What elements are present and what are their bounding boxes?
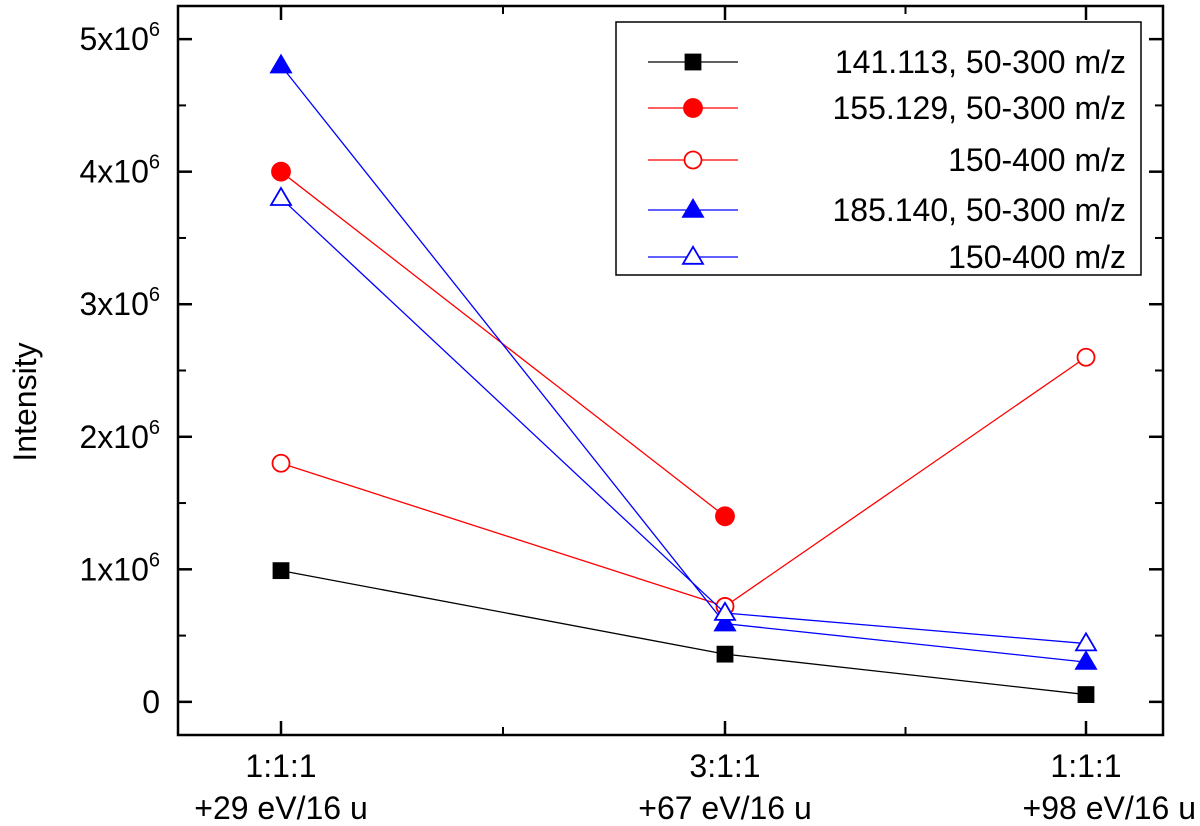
legend-marker bbox=[683, 150, 703, 170]
x-tick-labels: 1:1:1 +29 eV/16 u 3:1:1 +67 eV/16 u 1:1:1 +98… bbox=[194, 748, 1196, 826]
legend-marker bbox=[681, 245, 705, 265]
legend-box bbox=[615, 21, 1142, 276]
x-tick-label-ratio: 1:1:1 bbox=[245, 748, 316, 784]
y-tick-label: 3x106 bbox=[79, 284, 160, 322]
y-tick-label: 0 bbox=[142, 684, 160, 720]
legend-label: 155.129, 50-300 m/z bbox=[832, 90, 1126, 126]
series-5 bbox=[269, 186, 1098, 652]
data-point bbox=[272, 562, 290, 580]
x-tick-label-energy: +98 eV/16 u bbox=[1023, 790, 1196, 826]
data-point bbox=[271, 161, 291, 182]
legend-entry: 155.129, 50-300 m/z bbox=[648, 90, 1126, 126]
y-axis-label: Intensity bbox=[7, 342, 43, 461]
legend-entry: 185.140, 50-300 m/z bbox=[648, 192, 1126, 228]
legend-label: 150-400 m/z bbox=[948, 239, 1126, 275]
y-tick-labels: 0 1x106 2x106 3x106 4x106 5x106 bbox=[79, 19, 160, 720]
legend-marker bbox=[684, 53, 702, 71]
legend-label: 141.113, 50-300 m/z bbox=[835, 44, 1126, 80]
x-tick-label-energy: +67 eV/16 u bbox=[638, 790, 811, 826]
data-point bbox=[269, 186, 293, 206]
data-point bbox=[271, 453, 291, 473]
data-point bbox=[1077, 686, 1095, 703]
data-point bbox=[713, 601, 737, 621]
data-point bbox=[716, 645, 734, 663]
legend-marker bbox=[683, 98, 703, 118]
legend-entry: 150-400 m/z bbox=[648, 239, 1126, 275]
series-1 bbox=[272, 562, 1095, 703]
legend-label: 150-400 m/z bbox=[948, 142, 1126, 178]
y-tick-label: 1x106 bbox=[79, 549, 160, 587]
y-tick-label: 4x106 bbox=[79, 152, 160, 190]
data-point bbox=[1076, 347, 1096, 367]
legend-entry: 141.113, 50-300 m/z bbox=[648, 44, 1126, 80]
x-tick-label-ratio: 3:1:1 bbox=[689, 748, 760, 784]
legend-label: 185.140, 50-300 m/z bbox=[832, 192, 1126, 228]
series-layer bbox=[269, 53, 1098, 703]
x-tick-label-ratio: 1:1:1 bbox=[1050, 748, 1121, 784]
legend-entry: 150-400 m/z bbox=[648, 142, 1126, 178]
data-point bbox=[1074, 650, 1098, 670]
data-point bbox=[713, 611, 737, 632]
y-tick-label: 5x106 bbox=[79, 19, 160, 57]
legend-marker bbox=[681, 198, 705, 218]
data-point bbox=[1074, 631, 1098, 652]
series-4 bbox=[269, 53, 1098, 670]
plot-frame bbox=[176, 4, 1165, 737]
y-tick-label: 2x106 bbox=[79, 417, 160, 455]
x-tick-label-energy: +29 eV/16 u bbox=[194, 790, 367, 826]
legend: 141.113, 50-300 m/z 155.129, 50-300 m/z 15… bbox=[615, 21, 1142, 276]
axis-ticks bbox=[178, 6, 1163, 735]
data-point bbox=[715, 506, 735, 527]
series-line bbox=[280, 570, 1087, 696]
series-line bbox=[280, 356, 1087, 608]
data-point bbox=[269, 53, 293, 74]
